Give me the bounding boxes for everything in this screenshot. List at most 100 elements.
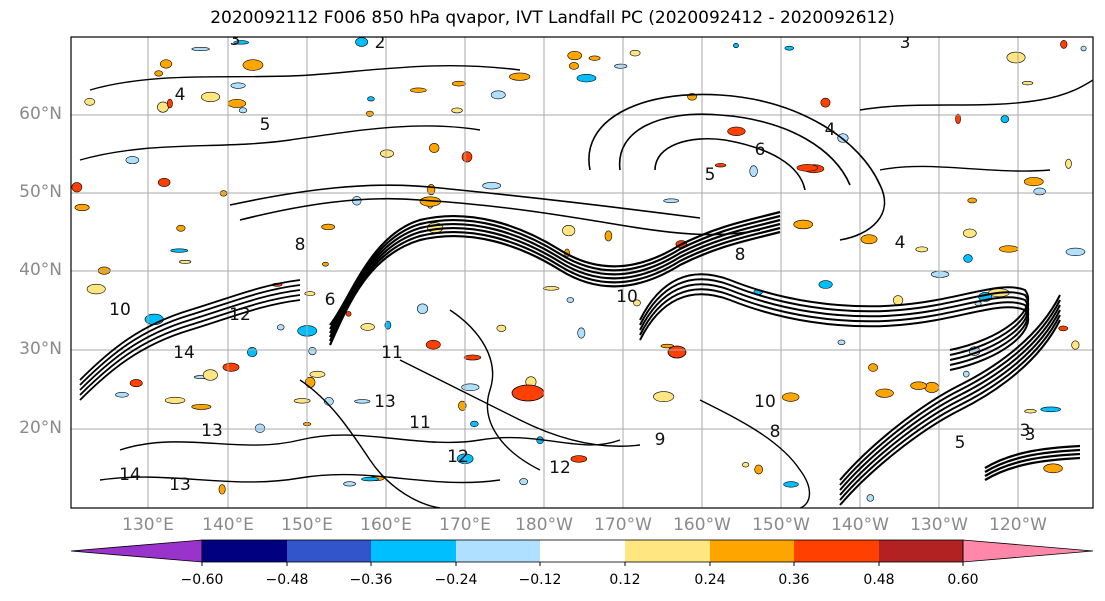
qvapor-shade-patch xyxy=(71,182,83,193)
lon-label: 180°W xyxy=(515,515,573,535)
contour-value-label: 5 xyxy=(705,165,716,185)
contour-value-label: 11 xyxy=(409,413,431,433)
ivt-contour-line xyxy=(639,283,1030,361)
lon-label: 120°W xyxy=(989,515,1047,535)
qvapor-shade-patch xyxy=(633,299,641,307)
qvapor-shade-patch xyxy=(452,80,466,87)
qvapor-shade-patch xyxy=(238,107,248,114)
qvapor-shade-patch xyxy=(570,455,588,463)
qvapor-shade-patch xyxy=(367,96,375,102)
qvapor-shade-patch xyxy=(425,339,441,350)
qvapor-shade-patch xyxy=(227,98,247,108)
ivt-contour-line xyxy=(639,278,1030,356)
ivt-contour-line xyxy=(328,230,781,346)
qvapor-shade-patch xyxy=(345,311,352,317)
contour-value-label: 10 xyxy=(616,287,638,307)
ivt-contour-line xyxy=(79,289,301,391)
ivt-contour-line xyxy=(639,293,1030,371)
qvapor-shade-patch xyxy=(967,197,977,204)
contour-value-label: 13 xyxy=(201,421,223,441)
qvapor-shade-patch xyxy=(1023,177,1044,187)
qvapor-shade-patch xyxy=(233,40,250,45)
qvapor-shade-patch xyxy=(86,283,106,295)
qvapor-shade-patch xyxy=(714,163,727,168)
map-frame xyxy=(70,36,1094,509)
qvapor-shade-patch xyxy=(653,391,675,403)
qvapor-shade-patch xyxy=(614,63,628,69)
qvapor-shade-patch xyxy=(1033,187,1047,196)
contour-value-label: 4 xyxy=(895,233,906,253)
qvapor-shade-patch xyxy=(667,345,687,359)
contour-value-label: 12 xyxy=(447,447,469,467)
qvapor-shade-patch xyxy=(170,248,189,253)
colorbar-segment xyxy=(202,540,287,562)
contour-value-label: 11 xyxy=(381,343,403,363)
qvapor-shade-patch xyxy=(963,254,973,263)
ivt-contour-line xyxy=(449,309,541,471)
lon-label: 140°E xyxy=(202,515,254,535)
qvapor-shade-patch xyxy=(875,388,894,398)
colorbar-tick-label: 0.48 xyxy=(863,572,895,588)
qvapor-shade-patch xyxy=(542,286,560,291)
qvapor-shade-patch xyxy=(343,481,356,487)
qvapor-shade-patch xyxy=(115,391,129,398)
ivt-contour-line xyxy=(984,444,1081,469)
contour-value-label: 3 xyxy=(1025,425,1036,445)
qvapor-shade-patch xyxy=(727,126,746,136)
qvapor-shade-patch xyxy=(304,291,316,297)
qvapor-shade-patch xyxy=(562,225,576,237)
lon-label: 150°W xyxy=(752,515,810,535)
qvapor-shade-patch xyxy=(1065,247,1086,257)
qvapor-shade-patch xyxy=(242,59,264,71)
ivt-contour-line xyxy=(859,79,1093,111)
lon-label: 130°E xyxy=(122,515,174,535)
ivt-contour-line xyxy=(79,294,301,396)
qvapor-shade-patch xyxy=(490,90,506,100)
qvapor-shade-patch xyxy=(309,370,326,378)
qvapor-shade-patch xyxy=(482,182,502,190)
colorbar-segment xyxy=(287,540,371,562)
qvapor-shade-patch xyxy=(1021,80,1034,86)
map-title: 2020092112 F006 850 hPa qvapor, IVT Land… xyxy=(210,8,895,28)
qvapor-shade-patch xyxy=(749,165,758,177)
ivt-contour-line xyxy=(239,197,761,236)
qvapor-shade-patch xyxy=(125,156,140,165)
ivt-contour-line xyxy=(984,452,1081,477)
qvapor-shade-patch xyxy=(1080,45,1087,52)
qvapor-shade-patch xyxy=(866,494,875,502)
qvapor-shade-patch xyxy=(451,107,463,114)
ivt-contour-line xyxy=(229,184,701,219)
lon-label: 140°W xyxy=(831,515,889,535)
qvapor-shade-patch xyxy=(322,261,329,267)
ivt-contour-line xyxy=(329,218,781,334)
qvapor-shade-patch xyxy=(361,476,379,482)
qvapor-shade-patch xyxy=(567,50,583,61)
qvapor-shade-patch xyxy=(892,295,904,306)
contour-value-label: 6 xyxy=(755,140,766,160)
contour-value-label: 10 xyxy=(109,300,131,320)
ivt-contour-line xyxy=(639,273,1030,351)
qvapor-shade-patch xyxy=(321,223,336,231)
lat-label: 40°N xyxy=(19,260,62,280)
contour-value-label: 5 xyxy=(260,115,271,135)
qvapor-shade-patch xyxy=(1040,406,1061,413)
qvapor-shade-patch xyxy=(1065,158,1072,169)
colorbar-tick-label: −0.12 xyxy=(518,572,562,588)
map-area: 3 2 3 4 5 6 8 10 11 12 13 14 13 12 11 10 9 8 6 5 4 3 14 13 12 10 8… xyxy=(70,36,1094,509)
contour-value-label: 13 xyxy=(169,475,191,495)
qvapor-shade-patch xyxy=(410,87,427,93)
contour-value-label: 10 xyxy=(754,392,776,412)
qvapor-shade-patch xyxy=(837,339,846,345)
lon-label: 160°E xyxy=(360,515,412,535)
ivt-contour-line xyxy=(879,165,1051,172)
lat-label: 30°N xyxy=(19,339,62,359)
qvapor-shade-patch xyxy=(191,404,212,410)
qvapor-shade-patch xyxy=(230,82,246,89)
ivt-contour-line xyxy=(984,448,1081,473)
ivt-contour-line xyxy=(984,456,1081,481)
ivt-contour-line xyxy=(329,226,781,342)
lat-label: 60°N xyxy=(19,104,62,124)
qvapor-shade-patch xyxy=(218,484,226,495)
qvapor-shade-patch xyxy=(820,97,831,108)
ivt-contour-line xyxy=(699,399,811,508)
